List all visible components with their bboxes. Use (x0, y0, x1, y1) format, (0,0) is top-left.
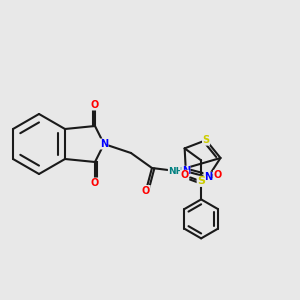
Text: S: S (202, 135, 210, 145)
Text: O: O (181, 170, 189, 180)
Text: O: O (142, 185, 150, 196)
Text: N: N (204, 172, 212, 182)
Text: S: S (197, 176, 205, 186)
Text: NH: NH (168, 167, 184, 176)
Text: O: O (91, 100, 99, 110)
Text: N: N (100, 139, 108, 149)
Text: N: N (182, 166, 190, 176)
Text: O: O (91, 178, 99, 188)
Text: O: O (214, 170, 222, 180)
